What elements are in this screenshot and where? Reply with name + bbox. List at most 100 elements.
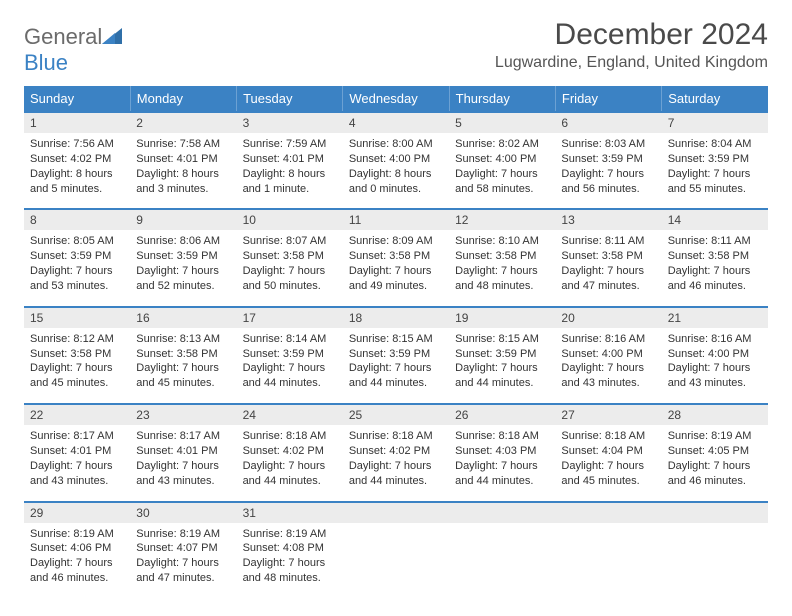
day-number: 6 bbox=[555, 112, 661, 133]
page-title: December 2024 bbox=[495, 18, 768, 52]
day-number: 25 bbox=[343, 404, 449, 425]
page: GeneralBlue December 2024 Lugwardine, En… bbox=[0, 0, 792, 616]
sunrise-text: Sunrise: 8:00 AM bbox=[349, 137, 443, 152]
day-number: 23 bbox=[130, 404, 236, 425]
day-details: Sunrise: 8:11 AMSunset: 3:58 PMDaylight:… bbox=[662, 230, 768, 306]
daylight-text: Daylight: 7 hours and 58 minutes. bbox=[455, 167, 549, 197]
day-number: 28 bbox=[662, 404, 768, 425]
day-details: Sunrise: 8:10 AMSunset: 3:58 PMDaylight:… bbox=[449, 230, 555, 306]
day-details: Sunrise: 8:12 AMSunset: 3:58 PMDaylight:… bbox=[24, 328, 130, 404]
dow-row: Sunday Monday Tuesday Wednesday Thursday… bbox=[24, 86, 768, 112]
day-number: 7 bbox=[662, 112, 768, 133]
sunset-text: Sunset: 4:07 PM bbox=[136, 541, 230, 556]
sunset-text: Sunset: 3:58 PM bbox=[561, 249, 655, 264]
sunrise-text: Sunrise: 8:06 AM bbox=[136, 234, 230, 249]
sunset-text: Sunset: 3:58 PM bbox=[349, 249, 443, 264]
daylight-text: Daylight: 7 hours and 47 minutes. bbox=[561, 264, 655, 294]
details-row: Sunrise: 7:56 AMSunset: 4:02 PMDaylight:… bbox=[24, 133, 768, 209]
dow-header: Friday bbox=[555, 86, 661, 112]
daylight-text: Daylight: 7 hours and 45 minutes. bbox=[30, 361, 124, 391]
daylight-text: Daylight: 7 hours and 46 minutes. bbox=[30, 556, 124, 586]
sunrise-text: Sunrise: 8:12 AM bbox=[30, 332, 124, 347]
sunset-text: Sunset: 3:59 PM bbox=[243, 347, 337, 362]
brand-name-b: Blue bbox=[24, 50, 68, 75]
day-details: Sunrise: 8:18 AMSunset: 4:02 PMDaylight:… bbox=[343, 425, 449, 501]
sunset-text: Sunset: 4:06 PM bbox=[30, 541, 124, 556]
daylight-text: Daylight: 7 hours and 45 minutes. bbox=[561, 459, 655, 489]
daylight-text: Daylight: 7 hours and 49 minutes. bbox=[349, 264, 443, 294]
sunset-text: Sunset: 3:58 PM bbox=[668, 249, 762, 264]
day-number: 8 bbox=[24, 209, 130, 230]
daylight-text: Daylight: 8 hours and 5 minutes. bbox=[30, 167, 124, 197]
sunrise-text: Sunrise: 8:15 AM bbox=[349, 332, 443, 347]
daynum-row: 293031 bbox=[24, 502, 768, 523]
sunset-text: Sunset: 4:00 PM bbox=[455, 152, 549, 167]
day-details: Sunrise: 8:02 AMSunset: 4:00 PMDaylight:… bbox=[449, 133, 555, 209]
day-details: Sunrise: 8:14 AMSunset: 3:59 PMDaylight:… bbox=[237, 328, 343, 404]
sunrise-text: Sunrise: 8:04 AM bbox=[668, 137, 762, 152]
sunrise-text: Sunrise: 8:13 AM bbox=[136, 332, 230, 347]
day-details: Sunrise: 8:19 AMSunset: 4:08 PMDaylight:… bbox=[237, 523, 343, 598]
sunset-text: Sunset: 4:01 PM bbox=[30, 444, 124, 459]
sunrise-text: Sunrise: 8:17 AM bbox=[30, 429, 124, 444]
day-details bbox=[555, 523, 661, 598]
day-number: 4 bbox=[343, 112, 449, 133]
day-details: Sunrise: 8:11 AMSunset: 3:58 PMDaylight:… bbox=[555, 230, 661, 306]
day-number: 5 bbox=[449, 112, 555, 133]
day-details: Sunrise: 8:16 AMSunset: 4:00 PMDaylight:… bbox=[555, 328, 661, 404]
day-number: 24 bbox=[237, 404, 343, 425]
daylight-text: Daylight: 7 hours and 45 minutes. bbox=[136, 361, 230, 391]
sunset-text: Sunset: 3:59 PM bbox=[668, 152, 762, 167]
day-details: Sunrise: 8:15 AMSunset: 3:59 PMDaylight:… bbox=[449, 328, 555, 404]
sunrise-text: Sunrise: 8:07 AM bbox=[243, 234, 337, 249]
day-details: Sunrise: 7:58 AMSunset: 4:01 PMDaylight:… bbox=[130, 133, 236, 209]
dow-header: Tuesday bbox=[237, 86, 343, 112]
day-number: 21 bbox=[662, 307, 768, 328]
dow-header: Wednesday bbox=[343, 86, 449, 112]
day-number: 31 bbox=[237, 502, 343, 523]
sunset-text: Sunset: 4:08 PM bbox=[243, 541, 337, 556]
daylight-text: Daylight: 7 hours and 48 minutes. bbox=[455, 264, 549, 294]
daylight-text: Daylight: 7 hours and 44 minutes. bbox=[455, 459, 549, 489]
day-details: Sunrise: 8:18 AMSunset: 4:02 PMDaylight:… bbox=[237, 425, 343, 501]
sunset-text: Sunset: 4:02 PM bbox=[349, 444, 443, 459]
sunrise-text: Sunrise: 8:18 AM bbox=[561, 429, 655, 444]
day-details: Sunrise: 7:59 AMSunset: 4:01 PMDaylight:… bbox=[237, 133, 343, 209]
sunset-text: Sunset: 3:58 PM bbox=[455, 249, 549, 264]
title-block: December 2024 Lugwardine, England, Unite… bbox=[495, 18, 768, 72]
dow-header: Monday bbox=[130, 86, 236, 112]
daylight-text: Daylight: 7 hours and 44 minutes. bbox=[349, 361, 443, 391]
sunset-text: Sunset: 4:00 PM bbox=[349, 152, 443, 167]
day-details: Sunrise: 8:17 AMSunset: 4:01 PMDaylight:… bbox=[24, 425, 130, 501]
day-number: 12 bbox=[449, 209, 555, 230]
sunset-text: Sunset: 3:59 PM bbox=[349, 347, 443, 362]
day-details: Sunrise: 8:19 AMSunset: 4:06 PMDaylight:… bbox=[24, 523, 130, 598]
sunrise-text: Sunrise: 8:17 AM bbox=[136, 429, 230, 444]
dow-header: Sunday bbox=[24, 86, 130, 112]
daylight-text: Daylight: 8 hours and 0 minutes. bbox=[349, 167, 443, 197]
day-details bbox=[662, 523, 768, 598]
sunrise-text: Sunrise: 8:11 AM bbox=[561, 234, 655, 249]
daynum-row: 1234567 bbox=[24, 112, 768, 133]
day-details: Sunrise: 8:06 AMSunset: 3:59 PMDaylight:… bbox=[130, 230, 236, 306]
sunrise-text: Sunrise: 8:19 AM bbox=[30, 527, 124, 542]
sunrise-text: Sunrise: 8:18 AM bbox=[349, 429, 443, 444]
daylight-text: Daylight: 7 hours and 43 minutes. bbox=[136, 459, 230, 489]
sunrise-text: Sunrise: 7:58 AM bbox=[136, 137, 230, 152]
daylight-text: Daylight: 7 hours and 44 minutes. bbox=[243, 361, 337, 391]
brand-name: GeneralBlue bbox=[24, 24, 122, 76]
sunset-text: Sunset: 3:59 PM bbox=[561, 152, 655, 167]
sunset-text: Sunset: 4:02 PM bbox=[243, 444, 337, 459]
day-number: 11 bbox=[343, 209, 449, 230]
daynum-row: 22232425262728 bbox=[24, 404, 768, 425]
day-details: Sunrise: 8:16 AMSunset: 4:00 PMDaylight:… bbox=[662, 328, 768, 404]
sunrise-text: Sunrise: 8:02 AM bbox=[455, 137, 549, 152]
daylight-text: Daylight: 7 hours and 43 minutes. bbox=[30, 459, 124, 489]
day-number: 14 bbox=[662, 209, 768, 230]
daylight-text: Daylight: 7 hours and 50 minutes. bbox=[243, 264, 337, 294]
day-number: 1 bbox=[24, 112, 130, 133]
sunrise-text: Sunrise: 8:09 AM bbox=[349, 234, 443, 249]
daylight-text: Daylight: 7 hours and 44 minutes. bbox=[349, 459, 443, 489]
brand-logo: GeneralBlue bbox=[24, 24, 122, 76]
daynum-row: 891011121314 bbox=[24, 209, 768, 230]
